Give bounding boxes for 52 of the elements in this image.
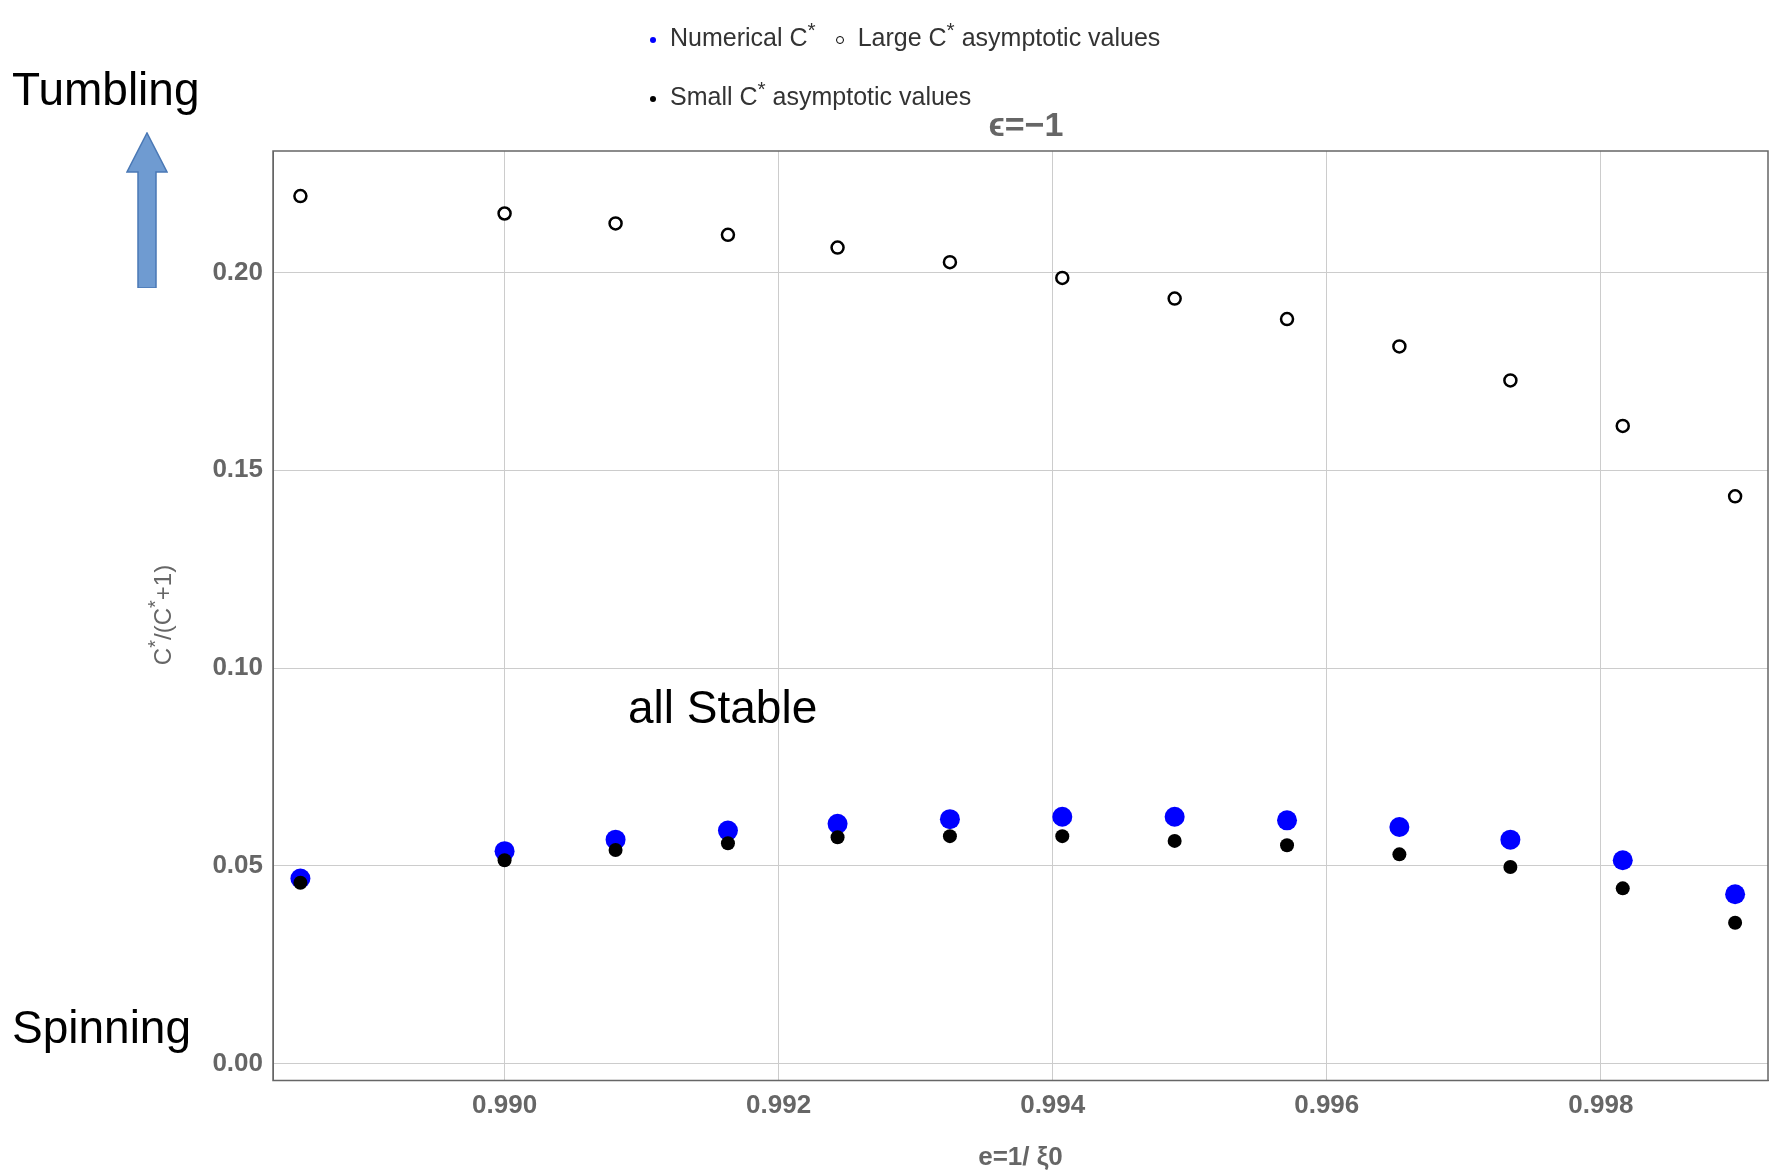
point xyxy=(1503,859,1518,874)
point xyxy=(939,809,960,830)
point xyxy=(1164,806,1185,827)
chart-title: ϵ=−1 xyxy=(988,105,1064,144)
point xyxy=(1279,311,1295,327)
legend-label: Large C$^{*}$ asymptotic values xyxy=(856,17,1161,54)
point xyxy=(293,188,308,204)
point xyxy=(1392,847,1407,862)
x-tick-label: 0.992 xyxy=(746,1089,812,1120)
point xyxy=(1389,817,1410,838)
point xyxy=(1503,373,1518,388)
point xyxy=(608,842,623,857)
text: Spinning xyxy=(12,1000,192,1054)
y-tick-label: 0.15 xyxy=(212,453,263,484)
point xyxy=(1052,806,1073,827)
point xyxy=(942,254,958,270)
point xyxy=(830,240,845,255)
x-tick-label: 0.998 xyxy=(1568,1089,1634,1120)
point xyxy=(1727,489,1743,504)
x-tick-label: 0.990 xyxy=(472,1089,538,1120)
point xyxy=(497,853,512,868)
point xyxy=(827,813,848,834)
point xyxy=(1615,881,1630,896)
x-tick-label: 0.994 xyxy=(1020,1089,1086,1120)
annotation: all Stable xyxy=(628,680,818,734)
y-tick-label: 0.00 xyxy=(212,1046,263,1077)
legend-label: Small C$^{*}$ asymptotic values xyxy=(669,76,972,113)
point xyxy=(1615,418,1630,434)
point xyxy=(1280,838,1295,853)
y-tick-label: 0.05 xyxy=(212,848,263,879)
point xyxy=(497,206,512,221)
point xyxy=(1055,829,1070,844)
point xyxy=(830,830,845,845)
point xyxy=(1167,291,1182,306)
point xyxy=(1392,339,1407,354)
point xyxy=(720,227,736,243)
point xyxy=(1167,833,1182,848)
x-axis-title: e=1/ ξ0 xyxy=(978,1140,1063,1171)
y-tick-label: 0.10 xyxy=(212,651,263,682)
point xyxy=(942,829,957,844)
text: Tumbling xyxy=(12,62,200,116)
point xyxy=(1277,810,1298,831)
point xyxy=(1612,850,1633,871)
legend-label: Numerical C$^{*}$ xyxy=(669,17,816,54)
point xyxy=(1725,884,1746,905)
point xyxy=(1055,270,1070,286)
x-tick-label: 0.996 xyxy=(1294,1089,1360,1120)
point xyxy=(608,216,623,231)
y-tick-label: 0.20 xyxy=(212,255,263,286)
point xyxy=(1500,829,1521,850)
point xyxy=(1728,915,1743,930)
point xyxy=(720,836,735,851)
